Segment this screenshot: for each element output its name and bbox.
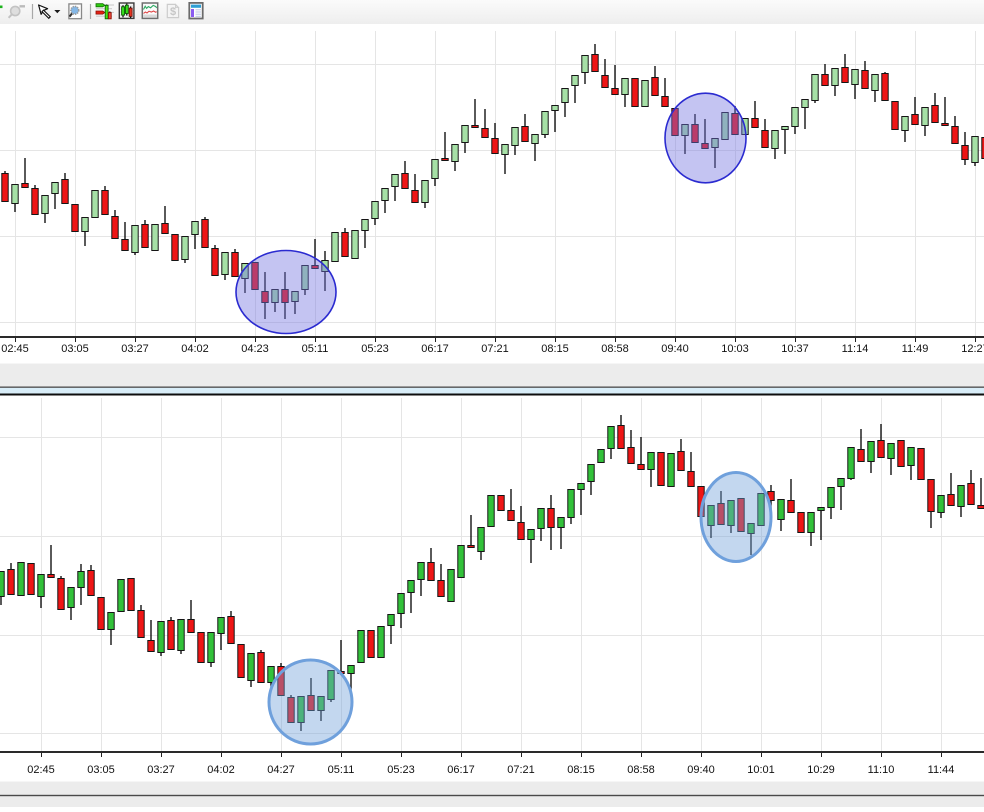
svg-text:10:03: 10:03 — [721, 343, 749, 355]
svg-text:10:01: 10:01 — [747, 764, 775, 776]
svg-text:03:05: 03:05 — [61, 343, 89, 355]
svg-text:10:29: 10:29 — [807, 764, 835, 776]
svg-text:04:02: 04:02 — [181, 343, 209, 355]
svg-text:04:23: 04:23 — [241, 343, 269, 355]
svg-text:09:40: 09:40 — [661, 343, 689, 355]
svg-text:08:58: 08:58 — [627, 764, 655, 776]
svg-text:02:45: 02:45 — [1, 343, 29, 355]
svg-text:05:11: 05:11 — [302, 343, 329, 355]
svg-text:08:15: 08:15 — [541, 343, 569, 355]
svg-text:03:05: 03:05 — [87, 764, 115, 776]
svg-text:03:27: 03:27 — [147, 764, 175, 776]
svg-text:11:49: 11:49 — [902, 343, 929, 355]
svg-text:03:27: 03:27 — [121, 343, 149, 355]
svg-text:11:44: 11:44 — [928, 764, 955, 776]
svg-text:04:02: 04:02 — [207, 764, 235, 776]
svg-text:05:23: 05:23 — [387, 764, 415, 776]
svg-text:$: $ — [170, 6, 176, 18]
svg-text:09:40: 09:40 — [687, 764, 715, 776]
svg-text:05:23: 05:23 — [361, 343, 389, 355]
svg-text:07:21: 07:21 — [507, 764, 535, 776]
svg-text:04:27: 04:27 — [267, 764, 295, 776]
svg-text:08:58: 08:58 — [601, 343, 629, 355]
svg-text:10:37: 10:37 — [781, 343, 809, 355]
svg-text:08:15: 08:15 — [567, 764, 595, 776]
svg-text:12:27: 12:27 — [961, 343, 984, 355]
svg-text:11:10: 11:10 — [868, 764, 895, 776]
svg-text:06:17: 06:17 — [447, 764, 475, 776]
svg-text:05:11: 05:11 — [328, 764, 355, 776]
svg-text:06:17: 06:17 — [421, 343, 449, 355]
svg-text:02:45: 02:45 — [27, 764, 55, 776]
svg-text:11:14: 11:14 — [842, 343, 869, 355]
svg-text:07:21: 07:21 — [481, 343, 509, 355]
